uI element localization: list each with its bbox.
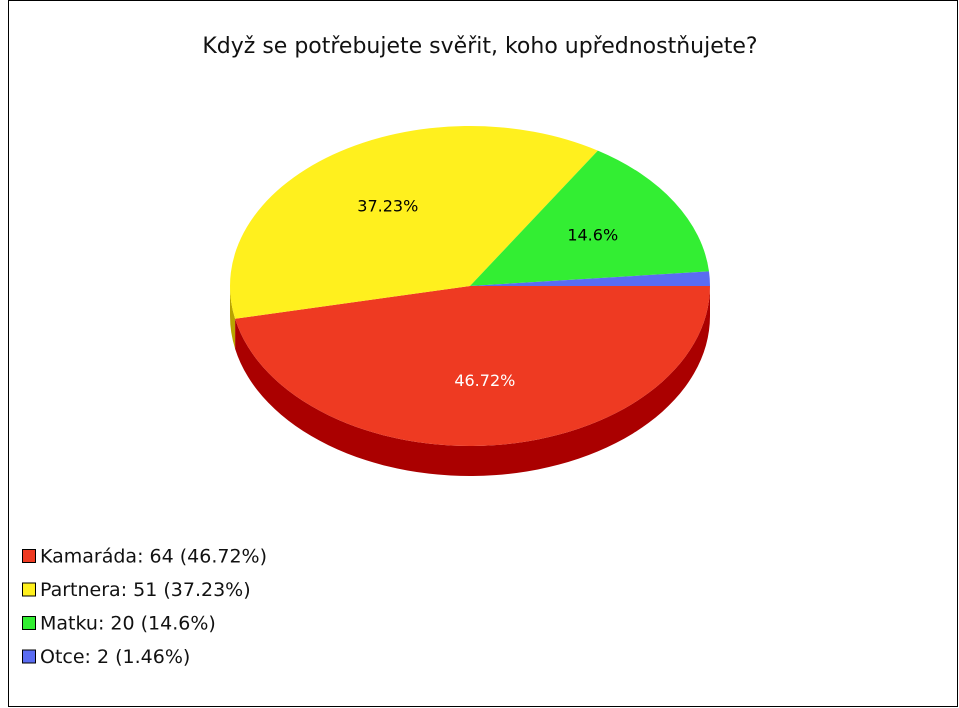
- slice-label: 14.6%: [567, 225, 618, 244]
- slice-label: 46.72%: [454, 371, 515, 390]
- legend-label: Partnera: 51 (37.23%): [40, 579, 251, 601]
- legend-label: Kamaráda: 64 (46.72%): [40, 546, 267, 568]
- legend-swatch: [22, 582, 36, 597]
- slice-label: 37.23%: [357, 197, 418, 216]
- legend: Kamaráda: 64 (46.72%) Partnera: 51 (37.23…: [22, 546, 267, 668]
- slice: [235, 286, 710, 447]
- slice-side: [230, 286, 236, 349]
- legend-label: Matku: 20 (14.6%): [40, 613, 216, 635]
- slice: [470, 150, 709, 286]
- pie: 46.72% 37.23% 14.6%: [230, 125, 710, 477]
- legend-swatch: [22, 616, 36, 630]
- slice: [470, 271, 710, 286]
- legend-swatch: [22, 649, 36, 664]
- slice-side: [235, 286, 710, 477]
- legend-swatch: [22, 549, 36, 563]
- slice: [230, 125, 598, 319]
- chart-title: Když se potřebujete svěřit, koho upředno…: [202, 34, 757, 59]
- legend-label: Otce: 2 (1.46%): [40, 646, 190, 668]
